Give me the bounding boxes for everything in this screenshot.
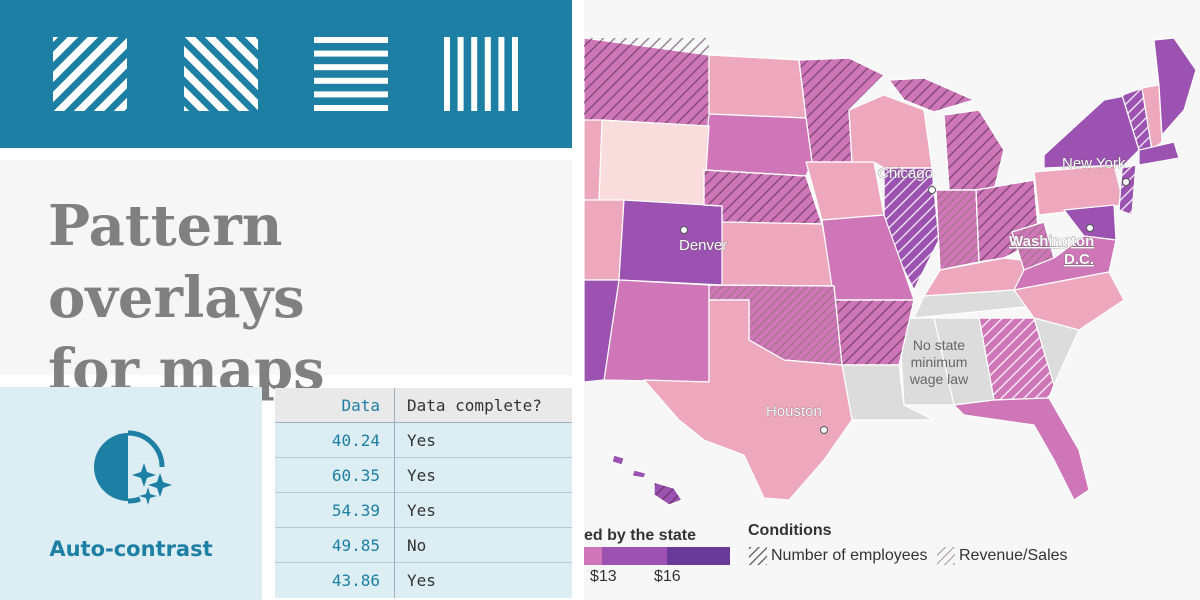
horizontal-lines-pattern-icon: [314, 37, 388, 111]
legend-swatch-pink: [584, 547, 602, 565]
state-north-dakota: [708, 54, 807, 119]
header-data-complete: Data complete?: [407, 396, 542, 415]
map-panel: Chicago New York Denver Washington D.C. …: [584, 0, 1200, 600]
state-hawaii-2: [631, 469, 647, 479]
auto-contrast-label: Auto-contrast: [49, 537, 213, 561]
diagonal-forward-pattern-icon: [53, 37, 127, 111]
washington-label: Washington: [1009, 233, 1094, 250]
state-florida: [953, 397, 1090, 501]
diagonal-backward-pattern-icon: [184, 37, 258, 111]
cell-data: 54.39: [275, 493, 395, 528]
no-law-label-1: No state: [913, 337, 965, 353]
state-arizona-edge: [584, 279, 620, 383]
no-law-label-2: minimum: [911, 354, 968, 370]
cell-data: 60.35: [275, 458, 395, 493]
legend-hatch-employees: [749, 547, 767, 565]
cell-complete: Yes: [407, 501, 436, 520]
cell-complete: Yes: [407, 466, 436, 485]
legend-swatch-dark: [667, 547, 730, 565]
chicago-marker: [928, 186, 936, 194]
state-new-hampshire: [1141, 84, 1163, 151]
legend-tick-13: $13: [590, 568, 617, 585]
table-header-row: Data Data complete?: [275, 388, 572, 423]
legend-tick-16: $16: [654, 568, 681, 585]
state-massachusetts: [1138, 141, 1180, 166]
state-south-dakota: [703, 113, 813, 177]
table-row: 60.35 Yes: [275, 458, 572, 493]
state-texas: [643, 299, 853, 501]
auto-contrast-icon: [94, 430, 172, 505]
legend-revenue-label: Revenue/Sales: [959, 547, 1068, 564]
state-wyoming: [598, 119, 710, 206]
state-utah-edge: [584, 199, 625, 281]
state-idaho-edge: [584, 119, 603, 201]
us-map: Chicago New York Denver Washington D.C. …: [584, 37, 1197, 565]
title-line-1: Pattern overlays: [48, 193, 305, 331]
denver-label: Denver: [679, 237, 727, 254]
no-law-label-3: wage law: [909, 371, 969, 387]
houston-label: Houston: [766, 403, 822, 420]
state-hawaii-1: [611, 454, 625, 466]
legend-hatch-revenue: [937, 547, 955, 565]
header-data: Data: [275, 388, 395, 423]
legend-employees-label: Number of employees: [771, 547, 928, 564]
state-kansas: [721, 221, 835, 287]
table-row: 54.39 Yes: [275, 493, 572, 528]
auto-contrast-panel: Auto-contrast: [0, 387, 262, 600]
table-row: 40.24 Yes: [275, 423, 572, 458]
table-row: 43.86 Yes: [275, 563, 572, 598]
pattern-banner: [0, 0, 572, 148]
legend-wage-title: ed by the state: [584, 527, 697, 544]
page-title: Pattern overlays for maps: [48, 190, 548, 406]
table-row: 49.85 No: [275, 528, 572, 563]
state-new-mexico: [603, 279, 710, 383]
cell-data: 43.86: [275, 563, 395, 598]
washington-marker: [1086, 224, 1094, 232]
title-panel: Pattern overlays for maps: [0, 160, 572, 403]
cell-complete: Yes: [407, 571, 436, 590]
legend-swatch-purple: [602, 547, 667, 565]
legend-conditions-title: Conditions: [748, 522, 832, 539]
new-york-label: New York: [1062, 155, 1126, 172]
dc-label: D.C.: [1064, 251, 1094, 268]
cell-data: 49.85: [275, 528, 395, 563]
vertical-lines-pattern-icon: [444, 37, 518, 111]
legend: [584, 547, 955, 565]
new-york-marker: [1122, 178, 1130, 186]
state-maine: [1153, 37, 1197, 136]
cell-complete: Yes: [407, 431, 436, 450]
state-north-carolina: [1013, 271, 1125, 331]
cell-complete: No: [407, 536, 427, 555]
left-column: Pattern overlays for maps Auto-contrast …: [0, 0, 572, 600]
houston-marker: [820, 426, 828, 434]
denver-marker: [680, 226, 688, 234]
data-table: Data Data complete? 40.24 Yes 60.35 Yes …: [275, 388, 572, 600]
cell-data: 40.24: [275, 423, 395, 458]
chicago-label: Chicago: [878, 165, 933, 182]
